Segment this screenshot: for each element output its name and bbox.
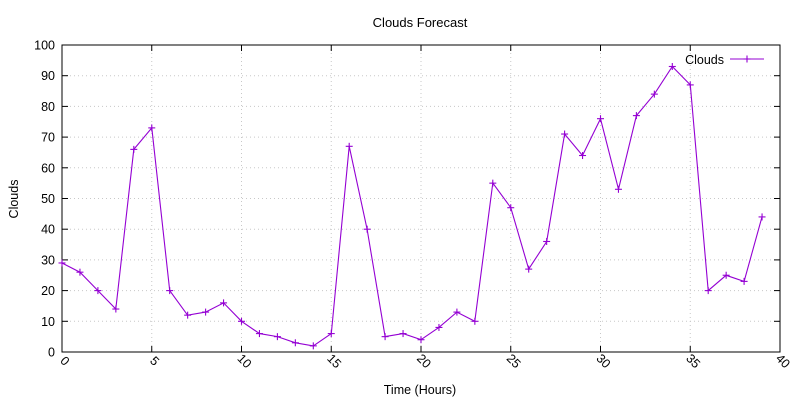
data-point [704,287,712,295]
data-point [327,330,335,338]
data-point [76,268,84,276]
x-tick-label: 30 [593,351,613,371]
data-point [489,179,497,187]
x-tick-label: 35 [683,351,703,371]
y-axis-label: Clouds [7,180,21,219]
data-point [202,308,210,316]
data-point [614,185,622,193]
y-tick-label: 0 [48,346,55,360]
data-point [363,225,371,233]
data-point [507,204,515,212]
data-point [561,130,569,138]
legend-label-clouds: Clouds [685,53,724,67]
data-point [740,277,748,285]
y-tick-label: 50 [41,192,55,206]
data-point [525,265,533,273]
data-point [345,142,353,150]
x-tick-label: 40 [773,351,793,371]
data-point [166,287,174,295]
data-point [238,317,245,325]
axes: 0 10 20 30 40 50 60 70 80 90 100 0 5 10 15 20 25 30 35 40 [34,39,793,372]
y-tick-label: 10 [41,315,55,329]
x-tick-label: 25 [504,351,524,371]
grid [62,45,780,352]
x-tick-label: 20 [414,351,434,371]
x-axis-label: Time (Hours) [384,383,456,397]
data-point [471,317,479,325]
x-tick-label: 15 [324,351,344,371]
legend: Clouds [685,53,764,67]
x-tick-label: 0 [57,354,72,369]
data-point [94,287,102,295]
data-point [543,237,551,245]
y-tick-label: 70 [41,131,55,145]
data-point [309,342,317,350]
y-tick-label: 30 [41,253,55,267]
data-point [453,308,461,316]
data-point [184,311,192,319]
data-point [112,305,120,313]
data-point [399,330,407,338]
y-tick-label: 40 [41,223,55,237]
y-tick-label: 20 [41,284,55,298]
data-point [579,152,587,160]
data-point [722,271,730,279]
data-point [273,333,281,341]
y-tick-label: 100 [34,39,55,53]
data-point [58,259,66,267]
data-point [668,62,676,70]
series-line-clouds [61,65,763,347]
x-tick-label: 5 [147,354,162,369]
data-point [632,112,640,120]
data-point [291,339,299,347]
data-point [686,81,694,89]
data-point [597,115,604,123]
data-point [255,330,263,338]
data-point [650,90,658,98]
data-point [381,333,389,341]
series [58,62,766,350]
data-point [130,145,138,153]
y-tick-label: 60 [41,161,55,175]
data-point [435,323,443,331]
legend-marker-sample [743,55,751,63]
y-tick-label: 80 [41,100,55,114]
data-point [758,213,766,221]
y-tick-label: 90 [41,69,55,83]
chart-title: Clouds Forecast [373,15,468,30]
data-point [417,336,425,344]
data-point [220,299,228,307]
data-point [148,124,156,132]
x-tick-label: 10 [234,351,254,371]
